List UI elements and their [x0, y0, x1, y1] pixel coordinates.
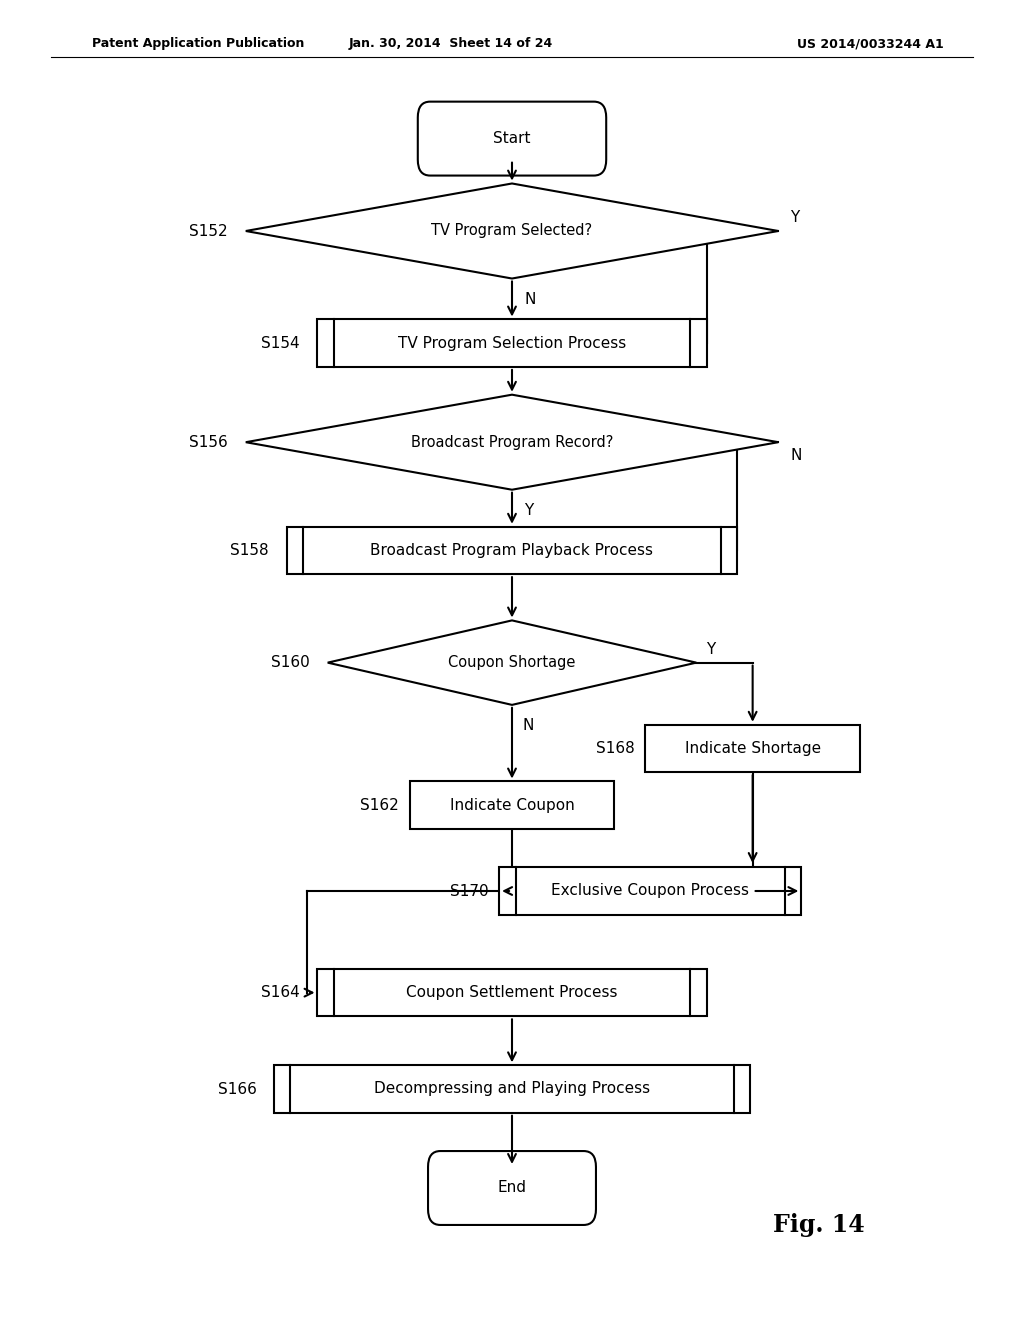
Text: TV Program Selection Process: TV Program Selection Process — [398, 335, 626, 351]
FancyBboxPatch shape — [418, 102, 606, 176]
Text: S158: S158 — [230, 543, 269, 558]
Text: N: N — [791, 447, 802, 463]
Text: Jan. 30, 2014  Sheet 14 of 24: Jan. 30, 2014 Sheet 14 of 24 — [348, 37, 553, 50]
Text: Patent Application Publication: Patent Application Publication — [92, 37, 304, 50]
Bar — [410, 781, 614, 829]
Bar — [273, 1065, 750, 1113]
Text: S166: S166 — [217, 1081, 256, 1097]
Bar — [645, 725, 860, 772]
Text: Indicate Coupon: Indicate Coupon — [450, 797, 574, 813]
Text: Exclusive Coupon Process: Exclusive Coupon Process — [551, 883, 750, 899]
Bar — [287, 527, 737, 574]
Text: Broadcast Program Playback Process: Broadcast Program Playback Process — [371, 543, 653, 558]
Polygon shape — [246, 183, 778, 279]
Text: Coupon Shortage: Coupon Shortage — [449, 655, 575, 671]
Text: S168: S168 — [596, 741, 635, 756]
Bar — [500, 867, 801, 915]
Text: Fig. 14: Fig. 14 — [773, 1213, 865, 1237]
Text: S170: S170 — [451, 883, 488, 899]
Text: S152: S152 — [189, 223, 228, 239]
Polygon shape — [328, 620, 696, 705]
Text: S162: S162 — [360, 797, 399, 813]
Bar — [317, 319, 707, 367]
Text: Decompressing and Playing Process: Decompressing and Playing Process — [374, 1081, 650, 1097]
Text: S154: S154 — [261, 335, 300, 351]
Text: N: N — [524, 292, 536, 306]
FancyBboxPatch shape — [428, 1151, 596, 1225]
Text: S164: S164 — [261, 985, 300, 1001]
Text: Indicate Shortage: Indicate Shortage — [685, 741, 820, 756]
Text: Y: Y — [524, 503, 534, 517]
Text: Start: Start — [494, 131, 530, 147]
Text: End: End — [498, 1180, 526, 1196]
Polygon shape — [246, 395, 778, 490]
Text: S160: S160 — [271, 655, 310, 671]
Bar — [317, 969, 707, 1016]
Text: Y: Y — [791, 210, 800, 226]
Text: Y: Y — [707, 642, 716, 657]
Text: S156: S156 — [189, 434, 228, 450]
Text: TV Program Selected?: TV Program Selected? — [431, 223, 593, 239]
Text: US 2014/0033244 A1: US 2014/0033244 A1 — [797, 37, 944, 50]
Text: Coupon Settlement Process: Coupon Settlement Process — [407, 985, 617, 1001]
Text: N: N — [522, 718, 534, 733]
Text: Broadcast Program Record?: Broadcast Program Record? — [411, 434, 613, 450]
